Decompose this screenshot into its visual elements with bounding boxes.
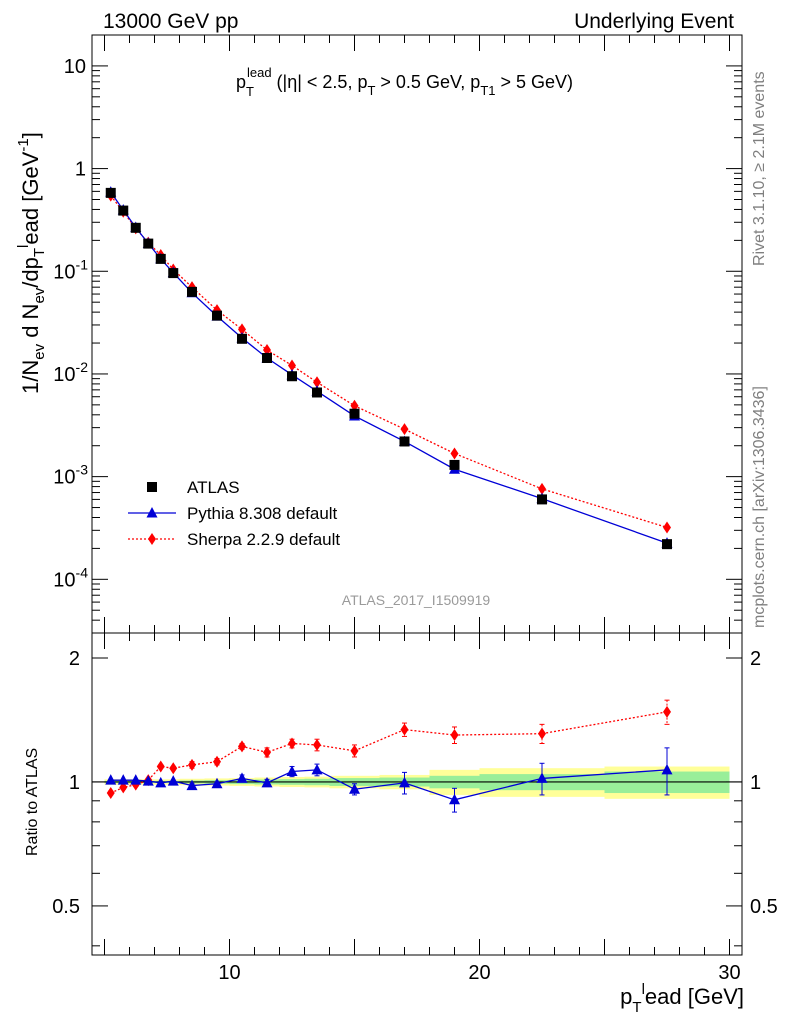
ratio-point <box>169 762 178 775</box>
y-tick-label: 10-4 <box>53 564 88 591</box>
header-left: 13000 GeV pp <box>103 10 238 33</box>
ratio-y-tick-label: 0.5 <box>52 896 80 918</box>
data-point <box>399 436 410 447</box>
data-point <box>288 359 296 372</box>
legend-marker-2 <box>148 533 156 545</box>
data-point <box>168 268 179 279</box>
y-tick-label: 10-3 <box>53 462 88 489</box>
data-point <box>538 482 546 495</box>
ratio-point <box>313 738 321 751</box>
data-point <box>130 222 141 233</box>
data-point <box>237 333 247 344</box>
ratio-point <box>156 760 165 773</box>
ratio-frame <box>91 632 743 956</box>
ratio-y-tick-label-right: 1 <box>750 772 761 794</box>
data-point <box>663 521 671 534</box>
data-point <box>349 408 360 419</box>
data-point <box>105 187 116 198</box>
ratio-point <box>155 776 167 788</box>
data-point <box>313 376 321 389</box>
ratio-point <box>142 775 154 786</box>
main-y-axis-label: 1/Nev d Nev/dpTlead [GeV-1] <box>15 132 48 394</box>
ratio-point <box>105 774 117 785</box>
data-point <box>537 494 547 505</box>
data-point <box>450 447 459 460</box>
ratio-point <box>263 746 271 759</box>
data-point <box>662 539 672 550</box>
ratio-point <box>450 729 459 742</box>
legend-label-0: ATLAS <box>187 478 240 497</box>
data-point <box>212 310 222 321</box>
x-axis-label: pTlead [GeV] <box>620 981 744 1016</box>
ratio-point <box>538 727 546 740</box>
ratio-point <box>661 763 673 775</box>
selection-annotation: pTlead (|η| < 2.5, pT > 0.5 GeV, pT1 > 5… <box>236 65 573 99</box>
mcplots-label: mcplots.cern.ch [arXiv:1306.3436] <box>751 386 768 628</box>
ratio-point <box>349 783 360 794</box>
ratio-point <box>350 744 359 757</box>
ratio-point <box>261 776 273 788</box>
legend-label-1: Pythia 8.308 default <box>187 504 338 523</box>
legend-marker-1 <box>146 507 158 518</box>
x-tick-label: 20 <box>468 962 490 984</box>
ratio-point <box>186 779 198 791</box>
ratio-point <box>400 723 409 736</box>
y-tick-label: 1 <box>75 159 86 181</box>
data-point <box>118 205 129 216</box>
ratio-y-tick-label: 1 <box>69 772 80 794</box>
ratio-point <box>130 774 142 785</box>
ratio-point <box>288 737 296 750</box>
legend-marker-0 <box>147 482 157 492</box>
analysis-id: ATLAS_2017_I1509919 <box>342 592 491 608</box>
rivet-label: Rivet 3.1.10, ≥ 2.1M events <box>751 71 768 266</box>
ratio-y-axis-label: Ratio to ATLAS <box>24 748 41 856</box>
ratio-point <box>213 755 221 768</box>
main-panel: 10 1 10-1 10-2 10-3 10-4 <box>53 34 743 634</box>
data-point <box>155 253 166 264</box>
ratio-point <box>117 774 129 785</box>
ratio-point <box>399 776 410 788</box>
ratio-point <box>311 763 323 775</box>
data-point <box>143 238 154 249</box>
data-point <box>400 423 409 436</box>
x-tick-label: 10 <box>218 962 240 984</box>
ratio-panel: 10 20 30 2 2 1 1 0.5 0.5 <box>52 632 778 984</box>
ratio-y-tick-label-right: 2 <box>750 648 761 670</box>
data-point <box>449 459 460 470</box>
ratio-y-tick-label-right: 0.5 <box>750 896 778 918</box>
ratio-point <box>167 775 179 786</box>
ratio-point <box>211 777 223 789</box>
data-point <box>238 323 246 336</box>
legend: ATLAS Pythia 8.308 default Sherpa 2.2.9 de… <box>128 478 340 549</box>
ratio-point <box>663 705 671 718</box>
ratio-point <box>449 793 460 805</box>
y-tick-label: 10-2 <box>53 359 88 386</box>
ratio-point <box>236 772 248 783</box>
data-point <box>262 353 272 364</box>
header-right: Underlying Event <box>574 10 734 33</box>
ratio-point <box>238 740 246 753</box>
ratio-point <box>286 765 298 777</box>
data-point <box>187 286 197 297</box>
ratio-point <box>188 758 196 771</box>
y-tick-label: 10-1 <box>53 256 88 283</box>
data-point <box>287 371 297 382</box>
x-tick-label: 30 <box>718 962 740 984</box>
data-point <box>312 387 322 398</box>
y-tick-label: 10 <box>64 56 86 78</box>
ratio-point <box>106 787 115 800</box>
ratio-y-tick-label: 2 <box>69 648 80 670</box>
legend-label-2: Sherpa 2.2.9 default <box>187 530 340 549</box>
ratio-point <box>536 772 548 783</box>
